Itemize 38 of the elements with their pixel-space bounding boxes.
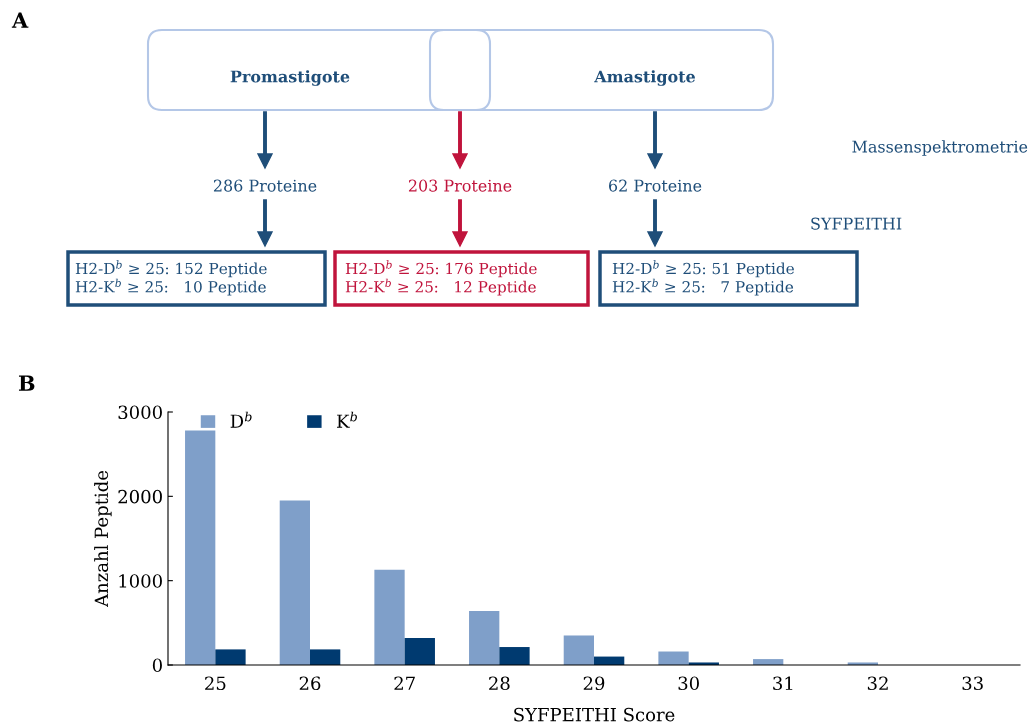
x-tick-label: 25: [205, 676, 226, 691]
text: Promastigote: [230, 70, 350, 86]
text: A: [11, 12, 29, 28]
text: Massenspektrometrie: [852, 140, 1028, 156]
y-tick-label: 1000: [119, 574, 162, 588]
legend-label: K$^{b}$: [337, 411, 357, 428]
text: H2-D$^{b}$ ≥ 25: 152 Peptide H2-K$^{b}$ ≥ 25: 10 Peptide: [75, 260, 267, 296]
y-tick-label: 3000: [118, 405, 162, 420]
bar: [215, 649, 246, 665]
bar: [404, 638, 435, 665]
bar: [563, 635, 594, 665]
text: H2-D$^{b}$ ≥ 25: 176 Peptide H2-K$^{b}$ ≥ 25: 12 Peptide: [345, 260, 537, 296]
x-tick-label: 26: [299, 676, 321, 691]
bar: [310, 649, 341, 665]
y-axis-title: Anzahl Peptide: [94, 470, 112, 608]
x-tick-label: 29: [583, 676, 605, 691]
text: H2-D$^{b}$ ≥ 25: 51 Peptide H2-K$^{b}$ ≥ 25: 7 Peptide: [612, 260, 794, 296]
text: 203 Proteine: [408, 179, 512, 192]
x-tick-label: 30: [678, 676, 699, 691]
x-tick-label: 27: [394, 676, 415, 690]
text: Amastigote: [594, 70, 695, 86]
bar: [469, 611, 500, 665]
chart-title: B: [18, 375, 35, 391]
x-tick-label: 31: [773, 676, 793, 691]
x-tick-label: 32: [867, 676, 888, 691]
text: 62 Proteine: [609, 179, 702, 192]
bar: [658, 651, 689, 665]
legend-label: D$^{b}$: [230, 411, 252, 428]
bar: [499, 647, 530, 665]
y-tick-label: 2000: [118, 489, 162, 504]
x-axis-title: SYFPEITHI Score: [514, 707, 675, 722]
y-tick-label: 0: [152, 658, 162, 673]
x-tick-label: 28: [489, 676, 510, 691]
bar: [279, 500, 310, 665]
text: 286 Proteine: [213, 179, 317, 192]
x-tick-label: 33: [962, 676, 983, 691]
text: SYFPEITHI: [811, 217, 902, 230]
bar: [374, 569, 405, 665]
